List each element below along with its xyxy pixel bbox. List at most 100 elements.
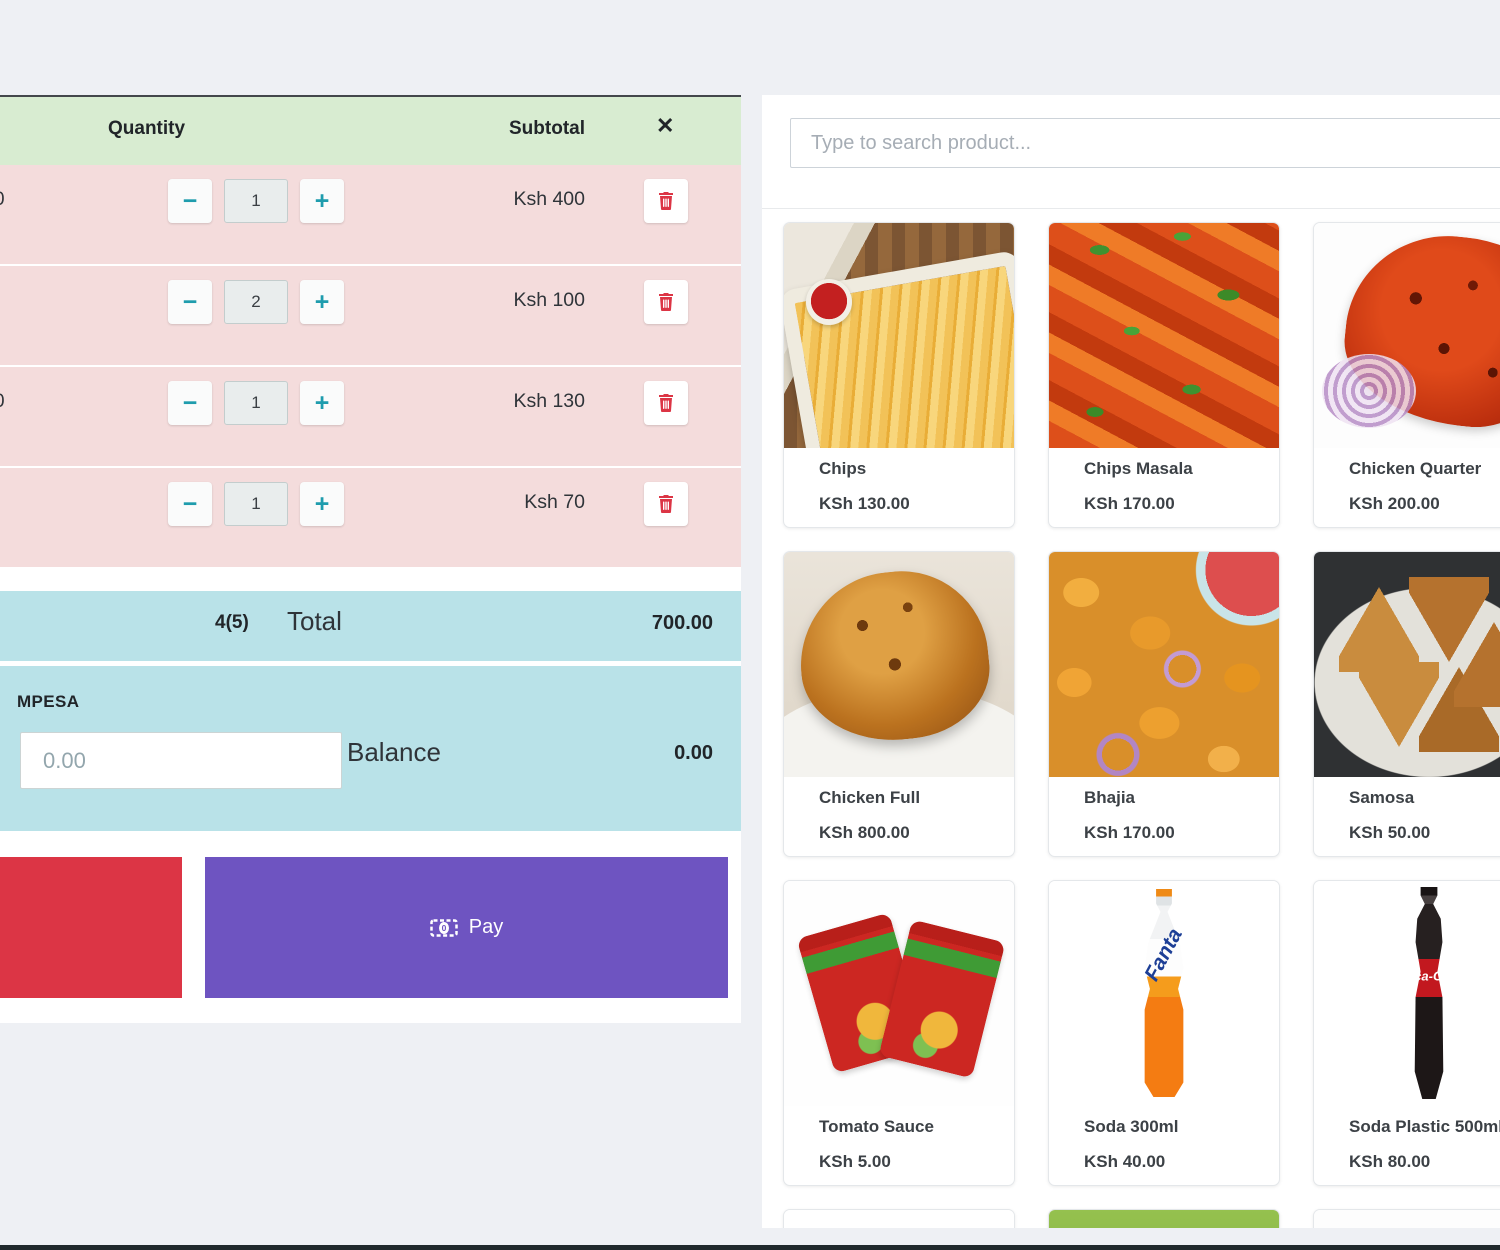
quantity-stepper: − + bbox=[168, 381, 344, 425]
product-info: Samosa KSh 50.00 bbox=[1314, 777, 1500, 856]
remove-item-button[interactable] bbox=[644, 381, 688, 425]
cart-panel: Quantity Subtotal ✕ 0 − + Ksh 400 bbox=[0, 95, 741, 1023]
quantity-stepper: − + bbox=[168, 179, 344, 223]
product-info: Bhajia KSh 170.00 bbox=[1049, 777, 1279, 856]
product-card[interactable] bbox=[783, 1209, 1015, 1228]
quantity-input[interactable] bbox=[224, 179, 288, 223]
increase-quantity-button[interactable]: + bbox=[300, 482, 344, 526]
increase-quantity-button[interactable]: + bbox=[300, 381, 344, 425]
cart-row-subtotal: Ksh 100 bbox=[513, 289, 585, 311]
product-card[interactable] bbox=[1313, 1209, 1500, 1228]
product-image bbox=[1314, 1210, 1500, 1228]
total-bar: 4(5) Total 700.00 bbox=[0, 591, 741, 661]
cart-item-count: 4(5) bbox=[215, 612, 249, 633]
plus-icon: + bbox=[314, 489, 330, 518]
product-card[interactable]: Bhajia KSh 170.00 bbox=[1048, 551, 1280, 857]
increase-quantity-button[interactable]: + bbox=[300, 280, 344, 324]
product-image bbox=[1049, 223, 1279, 448]
product-card[interactable]: Chicken Quarter KSh 200.00 bbox=[1313, 222, 1500, 528]
product-image-text: Fanta bbox=[1140, 924, 1187, 986]
product-name: Bhajia bbox=[1084, 788, 1136, 807]
product-card[interactable]: Coca-Cola Soda Plastic 500ml KSh 80.00 bbox=[1313, 880, 1500, 1186]
product-name: Chicken Quarter bbox=[1349, 459, 1482, 478]
product-card[interactable]: Chicken Full KSh 800.00 bbox=[783, 551, 1015, 857]
cart-row: − + Ksh 100 bbox=[0, 266, 741, 367]
product-image bbox=[1049, 552, 1279, 777]
cart-table-header: Quantity Subtotal ✕ bbox=[0, 95, 741, 165]
product-price: KSh 80.00 bbox=[1349, 1152, 1431, 1171]
minus-icon: − bbox=[182, 186, 198, 215]
payment-amount-input[interactable] bbox=[20, 732, 342, 789]
decrease-quantity-button[interactable]: − bbox=[168, 482, 212, 526]
pay-button-label: Pay bbox=[468, 916, 504, 938]
svg-text:0: 0 bbox=[441, 923, 446, 933]
product-info: Chicken Quarter KSh 200.00 bbox=[1314, 448, 1500, 527]
decrease-quantity-button[interactable]: − bbox=[168, 381, 212, 425]
product-image bbox=[784, 223, 1014, 448]
decrease-quantity-button[interactable]: − bbox=[168, 280, 212, 324]
cart-row-subtotal: Ksh 130 bbox=[513, 390, 585, 412]
product-card[interactable]: Fanta Soda 300ml KSh 40.00 bbox=[1048, 880, 1280, 1186]
product-price: KSh 200.00 bbox=[1349, 494, 1440, 513]
spacer bbox=[0, 569, 741, 591]
search-bar bbox=[762, 95, 1500, 168]
trash-icon bbox=[658, 394, 674, 412]
cart-row-subtotal: Ksh 400 bbox=[513, 188, 585, 210]
spacer bbox=[0, 831, 741, 857]
cart-row: 0 − + Ksh 130 bbox=[0, 367, 741, 468]
product-price: KSh 50.00 bbox=[1349, 823, 1431, 842]
balance-label: Balance bbox=[347, 737, 441, 767]
payment-section: MPESA Balance 0.00 bbox=[0, 666, 741, 831]
product-card[interactable]: Samosa KSh 50.00 bbox=[1313, 551, 1500, 857]
close-icon[interactable]: ✕ bbox=[650, 112, 680, 140]
product-price: KSh 170.00 bbox=[1084, 823, 1175, 842]
increase-quantity-button[interactable]: + bbox=[300, 179, 344, 223]
minus-icon: − bbox=[182, 287, 198, 316]
product-image: Fanta bbox=[1049, 881, 1279, 1106]
quantity-stepper: − + bbox=[168, 280, 344, 324]
payment-method-label: MPESA bbox=[17, 692, 80, 711]
product-card[interactable]: Tomato Sauce KSh 5.00 bbox=[783, 880, 1015, 1186]
trash-icon bbox=[658, 495, 674, 513]
trash-icon bbox=[658, 192, 674, 210]
minus-icon: − bbox=[182, 489, 198, 518]
cart-row: 0 − + Ksh 400 bbox=[0, 165, 741, 266]
trash-icon bbox=[658, 293, 674, 311]
decrease-quantity-button[interactable]: − bbox=[168, 179, 212, 223]
remove-item-button[interactable] bbox=[644, 179, 688, 223]
plus-icon: + bbox=[314, 388, 330, 417]
quantity-input[interactable] bbox=[224, 482, 288, 526]
search-input[interactable] bbox=[790, 118, 1500, 168]
product-card[interactable]: Chips KSh 130.00 bbox=[783, 222, 1015, 528]
bottom-bar bbox=[0, 1245, 1500, 1250]
quantity-input[interactable] bbox=[224, 381, 288, 425]
product-card[interactable]: Chips Masala KSh 170.00 bbox=[1048, 222, 1280, 528]
product-price: KSh 800.00 bbox=[819, 823, 910, 842]
quantity-input[interactable] bbox=[224, 280, 288, 324]
divider bbox=[762, 208, 1500, 209]
product-info: Chicken Full KSh 800.00 bbox=[784, 777, 1014, 856]
product-image bbox=[1314, 552, 1500, 777]
balance-value: 0.00 bbox=[674, 742, 713, 764]
quantity-stepper: − + bbox=[168, 482, 344, 526]
product-image bbox=[784, 1210, 1014, 1228]
spacer bbox=[0, 661, 741, 666]
pay-button[interactable]: 0 Pay bbox=[205, 857, 728, 998]
remove-item-button[interactable] bbox=[644, 280, 688, 324]
total-label: Total bbox=[287, 606, 342, 636]
product-info: Soda 300ml KSh 40.00 bbox=[1049, 1106, 1279, 1185]
minus-icon: − bbox=[182, 388, 198, 417]
cancel-button[interactable] bbox=[0, 857, 182, 998]
remove-item-button[interactable] bbox=[644, 482, 688, 526]
total-value: 700.00 bbox=[651, 612, 713, 634]
cart-row-price-fragment: 0 bbox=[0, 189, 5, 211]
subtotal-column-header: Subtotal bbox=[509, 118, 585, 139]
plus-icon: + bbox=[314, 186, 330, 215]
product-image bbox=[1049, 1210, 1279, 1228]
product-name: Chicken Full bbox=[819, 788, 921, 807]
product-name: Soda Plastic 500ml bbox=[1349, 1117, 1500, 1136]
product-image bbox=[1314, 223, 1500, 448]
product-card[interactable] bbox=[1048, 1209, 1280, 1228]
product-grid: Chips KSh 130.00 Chips Masala KSh 170.00… bbox=[762, 209, 1500, 1228]
product-image: Coca-Cola bbox=[1314, 881, 1500, 1106]
